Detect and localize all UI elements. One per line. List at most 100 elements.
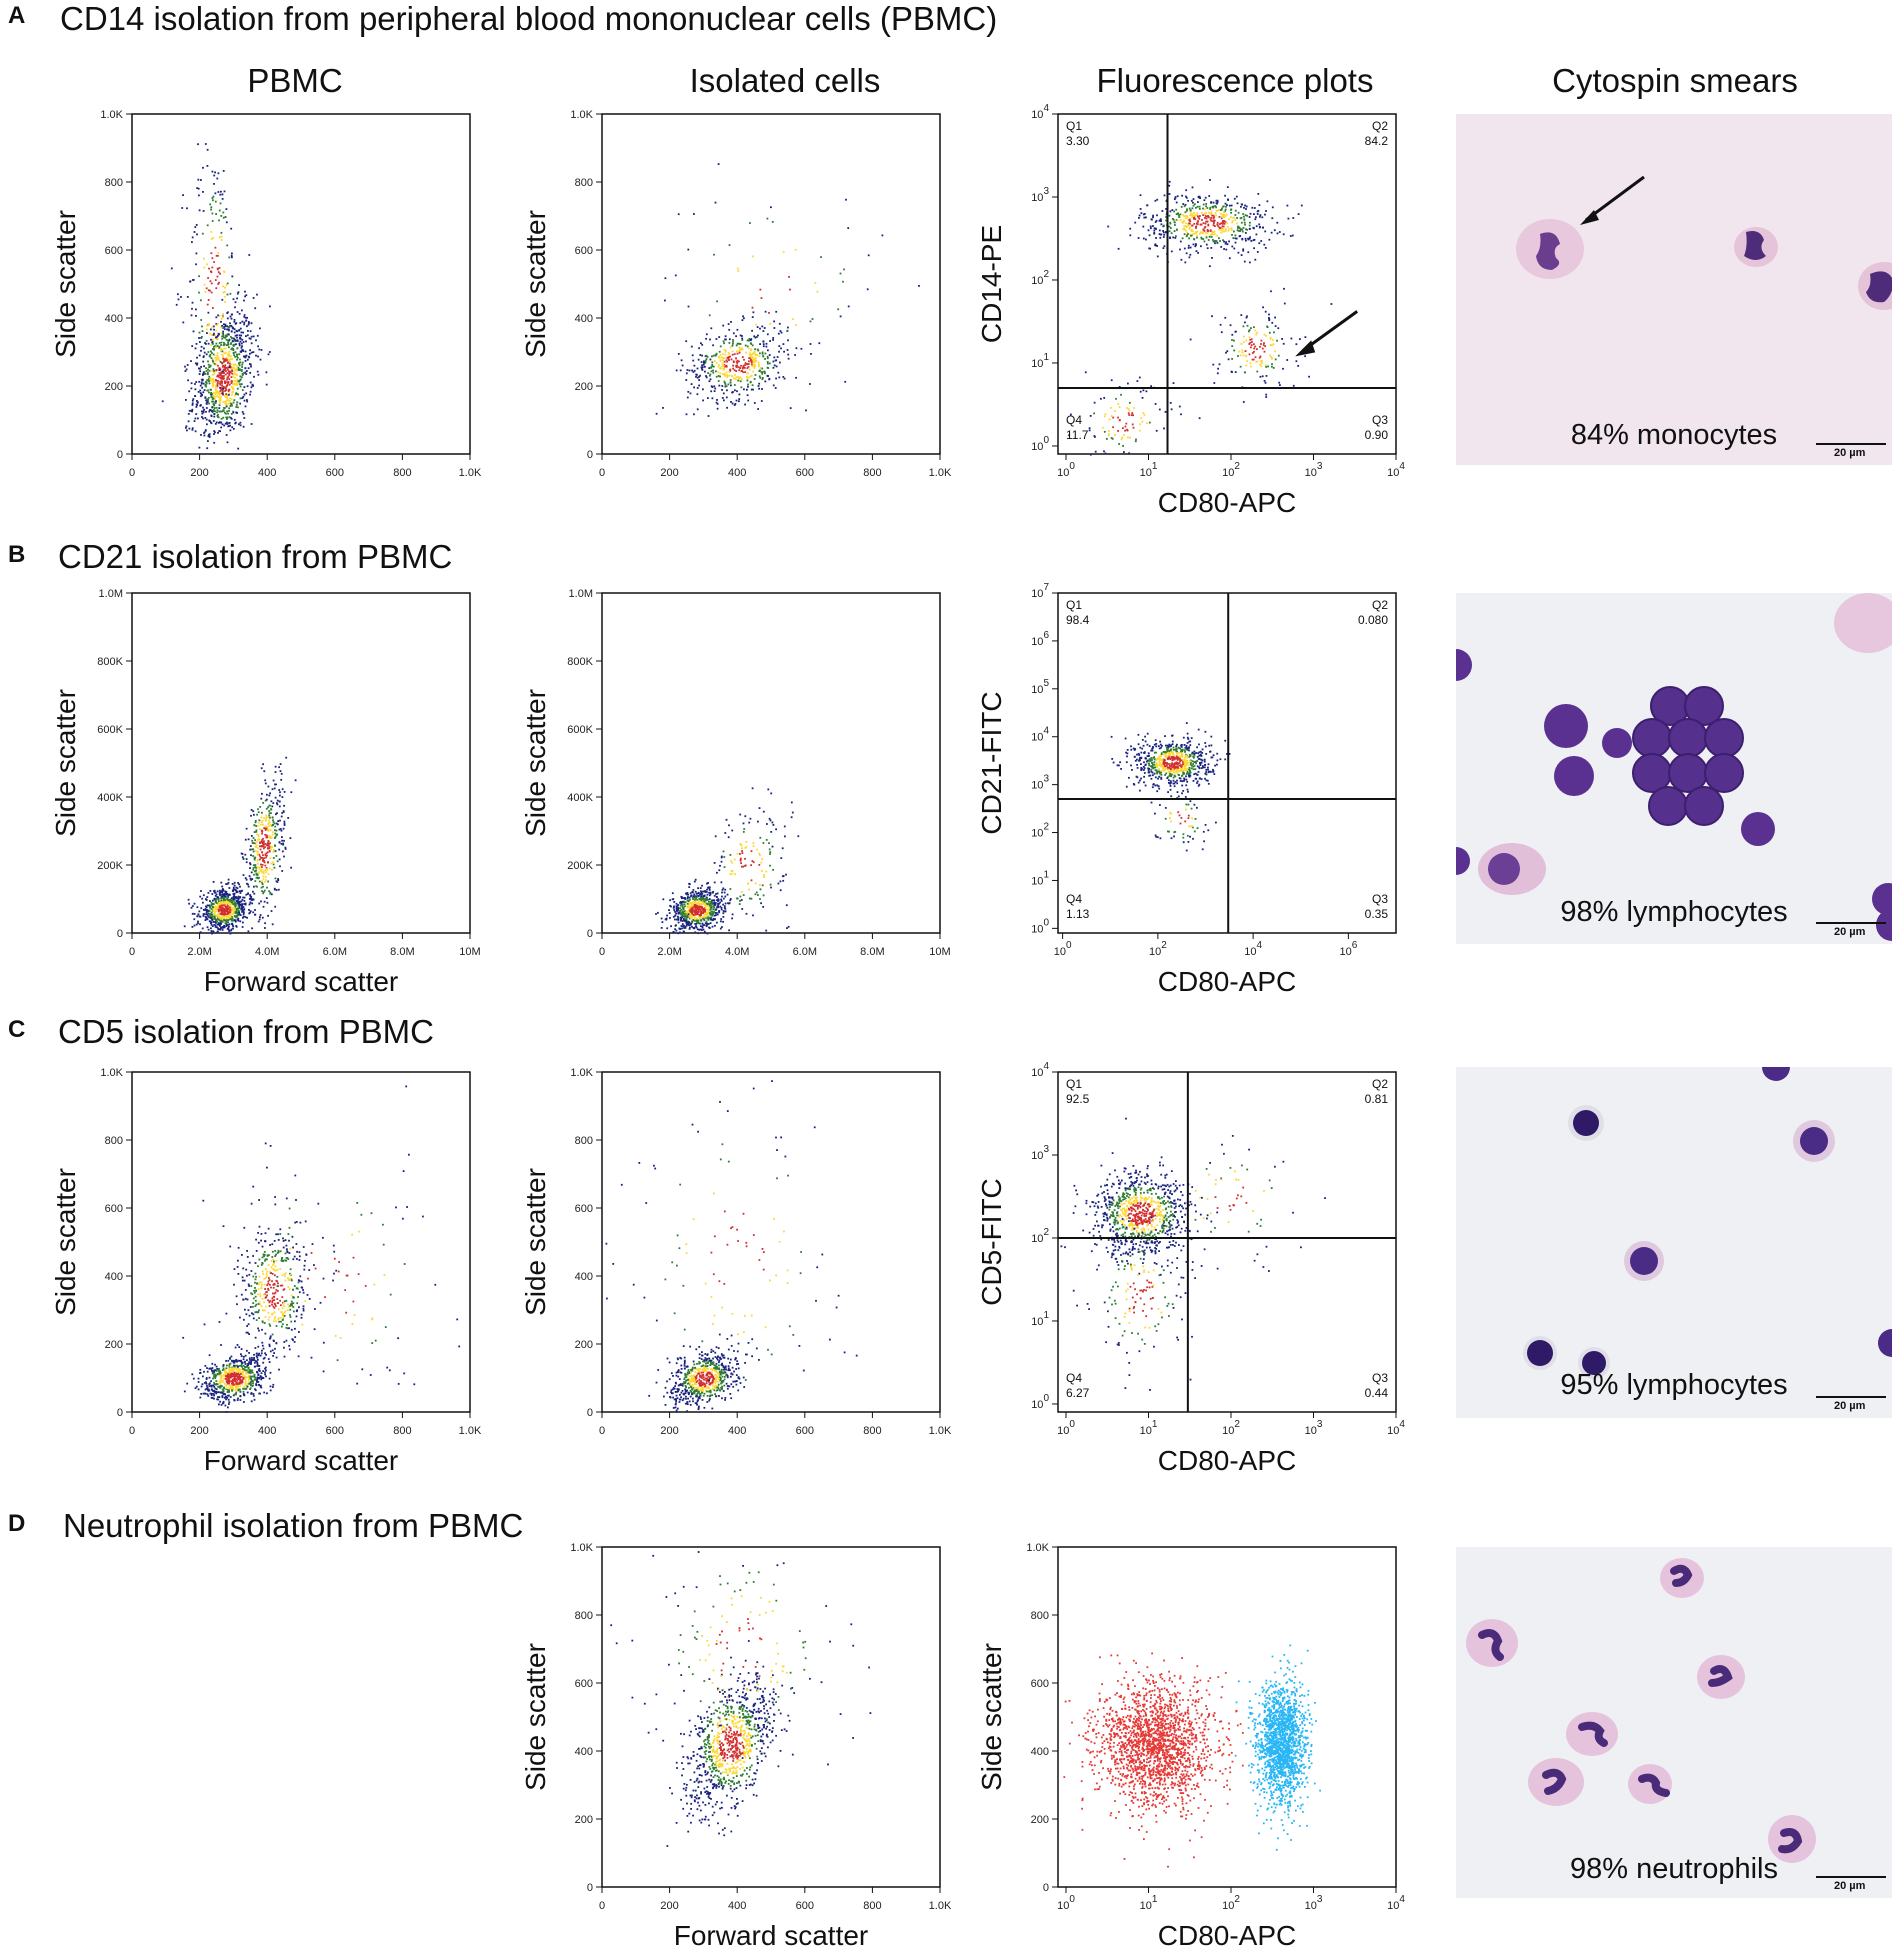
x-tick-label-b3: 102 bbox=[1149, 940, 1167, 958]
quadrant-name-b3: Q2 bbox=[1372, 598, 1388, 612]
x-tick-label-d2: 104 bbox=[1387, 1894, 1405, 1912]
x-tick-label-b3: 100 bbox=[1054, 940, 1072, 958]
y-tick-label-b3: 106 bbox=[1031, 630, 1049, 648]
y-tick-label-c1: 600 bbox=[105, 1203, 123, 1215]
scatter-points-a3 bbox=[1068, 179, 1333, 456]
x-tick-label-c2: 800 bbox=[863, 1425, 881, 1437]
arrow-head bbox=[1295, 340, 1316, 357]
x-tick-label-a1: 1.0K bbox=[459, 467, 482, 479]
y-tick-label-c3: 100 bbox=[1031, 1393, 1049, 1411]
y-tick-label-c2: 400 bbox=[575, 1271, 593, 1283]
x-tick-label-a3: 102 bbox=[1222, 461, 1240, 479]
row-a-title: CD14 isolation from peripheral blood mon… bbox=[60, 0, 998, 37]
y-tick-label-a3: 104 bbox=[1031, 103, 1049, 121]
y-tick-label-d2: 400 bbox=[1031, 1746, 1049, 1758]
y-tick-label-a2: 1.0K bbox=[570, 109, 593, 121]
x-tick-label-a3: 104 bbox=[1387, 461, 1405, 479]
y-tick-label-c3: 102 bbox=[1031, 1227, 1049, 1245]
y-tick-label-c2: 200 bbox=[575, 1339, 593, 1351]
y-tick-label-b2: 200K bbox=[567, 860, 593, 872]
y-tick-label-b1: 1.0M bbox=[99, 588, 123, 600]
y-tick-label-d1: 600 bbox=[575, 1678, 593, 1690]
y-tick-label-b1: 400K bbox=[97, 792, 123, 804]
smear-a-scalebar bbox=[1816, 443, 1886, 445]
y-tick-label-b2: 800K bbox=[567, 656, 593, 668]
y-tick-label-a2: 0 bbox=[587, 449, 593, 461]
scatter-points-a2 bbox=[655, 163, 920, 417]
x-tick-label-a2: 800 bbox=[863, 467, 881, 479]
y-axis-label-a2: Side scatter bbox=[520, 210, 551, 358]
quadrant-name-a3: Q2 bbox=[1372, 119, 1388, 133]
plot-frame-c2 bbox=[601, 1071, 941, 1413]
y-tick-label-d2: 600 bbox=[1031, 1678, 1049, 1690]
x-tick-label-a3: 100 bbox=[1057, 461, 1075, 479]
y-tick-label-a2: 800 bbox=[575, 177, 593, 189]
x-tick-label-a1: 800 bbox=[393, 467, 411, 479]
quadrant-value-a3: 0.90 bbox=[1365, 428, 1389, 442]
y-tick-label-c3: 101 bbox=[1031, 1310, 1049, 1328]
quadrant-name-c3: Q1 bbox=[1066, 1077, 1082, 1091]
y-tick-label-c1: 200 bbox=[105, 1339, 123, 1351]
quadrant-value-c3: 0.81 bbox=[1365, 1092, 1389, 1106]
plot-frame-a1 bbox=[131, 113, 471, 455]
y-axis-label-a3: CD14-PE bbox=[976, 225, 1007, 343]
x-tick-label-b3: 106 bbox=[1339, 940, 1357, 958]
x-tick-label-c1: 600 bbox=[326, 1425, 344, 1437]
x-tick-label-c2: 1.0K bbox=[929, 1425, 952, 1437]
row-b-title: CD21 isolation from PBMC bbox=[58, 538, 453, 575]
y-tick-label-b2: 1.0M bbox=[569, 588, 593, 600]
x-tick-label-c1: 200 bbox=[190, 1425, 208, 1437]
plot-frame-b2 bbox=[601, 592, 941, 934]
col-header-isolated: Isolated cells bbox=[689, 62, 881, 99]
x-tick-label-b2: 10M bbox=[929, 946, 950, 958]
x-tick-label-c2: 400 bbox=[728, 1425, 746, 1437]
y-axis-label-c2: Side scatter bbox=[520, 1168, 551, 1316]
y-tick-label-c1: 0 bbox=[117, 1407, 123, 1419]
smear-c: 95% lymphocytes 20 µm bbox=[1456, 1067, 1892, 1418]
smear-c-image bbox=[1456, 1067, 1892, 1418]
x-tick-label-c1: 800 bbox=[393, 1425, 411, 1437]
y-tick-label-a3: 100 bbox=[1031, 435, 1049, 453]
y-tick-label-a1: 800 bbox=[105, 177, 123, 189]
x-tick-label-a1: 600 bbox=[326, 467, 344, 479]
y-tick-label-d2: 800 bbox=[1031, 1610, 1049, 1622]
y-tick-label-c2: 600 bbox=[575, 1203, 593, 1215]
x-tick-label-c3: 101 bbox=[1140, 1419, 1158, 1437]
x-tick-label-c2: 600 bbox=[796, 1425, 814, 1437]
y-tick-label-c1: 800 bbox=[105, 1135, 123, 1147]
x-axis-label-c3: CD80-APC bbox=[1158, 1445, 1296, 1476]
x-tick-label-c1: 0 bbox=[129, 1425, 135, 1437]
y-tick-label-a1: 200 bbox=[105, 381, 123, 393]
x-tick-label-d2: 103 bbox=[1305, 1894, 1323, 1912]
y-tick-label-b1: 0 bbox=[117, 928, 123, 940]
smear-b: 98% lymphocytes 20 µm bbox=[1456, 593, 1892, 944]
y-tick-label-b1: 200K bbox=[97, 860, 123, 872]
quadrant-value-c3: 92.5 bbox=[1066, 1092, 1090, 1106]
y-tick-label-b3: 101 bbox=[1031, 869, 1049, 887]
y-tick-label-a2: 600 bbox=[575, 245, 593, 257]
x-tick-label-a1: 200 bbox=[190, 467, 208, 479]
y-tick-label-b2: 0 bbox=[587, 928, 593, 940]
quadrant-value-b3: 1.13 bbox=[1066, 907, 1090, 921]
x-tick-label-c3: 103 bbox=[1305, 1419, 1323, 1437]
scatter-points-d2 bbox=[1063, 1644, 1321, 1868]
smear-d-caption: 98% neutrophils bbox=[1570, 1853, 1778, 1885]
y-tick-label-b2: 400K bbox=[567, 792, 593, 804]
plot-frame-d2 bbox=[1057, 1546, 1397, 1888]
y-tick-label-d2: 1.0K bbox=[1026, 1542, 1049, 1554]
y-axis-label-c1: Side scatter bbox=[50, 1168, 81, 1316]
x-tick-label-a2: 400 bbox=[728, 467, 746, 479]
quadrant-value-b3: 0.080 bbox=[1358, 613, 1388, 627]
scatter-points-d1 bbox=[610, 1551, 872, 1847]
row-d-title: Neutrophil isolation from PBMC bbox=[63, 1507, 524, 1544]
x-tick-label-d2: 102 bbox=[1222, 1894, 1240, 1912]
smear-b-scalebar-label: 20 µm bbox=[1834, 926, 1866, 938]
smear-a-image bbox=[1456, 114, 1892, 465]
x-tick-label-c2: 0 bbox=[599, 1425, 605, 1437]
x-tick-label-c2: 200 bbox=[660, 1425, 678, 1437]
x-tick-label-d1: 800 bbox=[863, 1900, 881, 1912]
smear-a-scalebar-label: 20 µm bbox=[1834, 447, 1866, 459]
quadrant-name-a3: Q4 bbox=[1066, 413, 1082, 427]
